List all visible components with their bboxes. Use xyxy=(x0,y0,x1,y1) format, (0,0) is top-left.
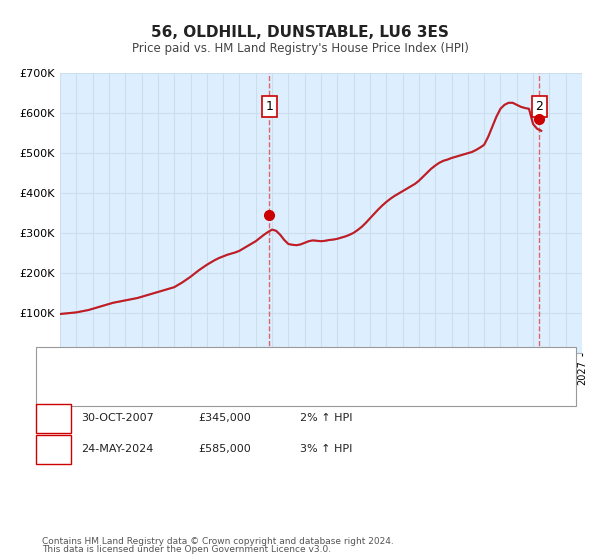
Text: 30-OCT-2007: 30-OCT-2007 xyxy=(81,413,154,423)
Text: HPI: Average price, detached house, Central Bedfordshire: HPI: Average price, detached house, Cent… xyxy=(102,382,403,392)
Text: 1: 1 xyxy=(50,413,57,423)
Text: 3% ↑ HPI: 3% ↑ HPI xyxy=(300,444,352,454)
Text: 24-MAY-2024: 24-MAY-2024 xyxy=(81,444,154,454)
Text: 2: 2 xyxy=(50,444,57,454)
Text: 2: 2 xyxy=(535,100,544,113)
Text: 56, OLDHILL, DUNSTABLE, LU6 3ES (detached house): 56, OLDHILL, DUNSTABLE, LU6 3ES (detache… xyxy=(102,361,379,371)
Text: £585,000: £585,000 xyxy=(198,444,251,454)
Text: £345,000: £345,000 xyxy=(198,413,251,423)
Text: Contains HM Land Registry data © Crown copyright and database right 2024.: Contains HM Land Registry data © Crown c… xyxy=(42,537,394,546)
Text: Price paid vs. HM Land Registry's House Price Index (HPI): Price paid vs. HM Land Registry's House … xyxy=(131,42,469,55)
Text: 2% ↑ HPI: 2% ↑ HPI xyxy=(300,413,353,423)
Text: 1: 1 xyxy=(265,100,273,113)
Text: This data is licensed under the Open Government Licence v3.0.: This data is licensed under the Open Gov… xyxy=(42,545,331,554)
Text: 56, OLDHILL, DUNSTABLE, LU6 3ES: 56, OLDHILL, DUNSTABLE, LU6 3ES xyxy=(151,25,449,40)
